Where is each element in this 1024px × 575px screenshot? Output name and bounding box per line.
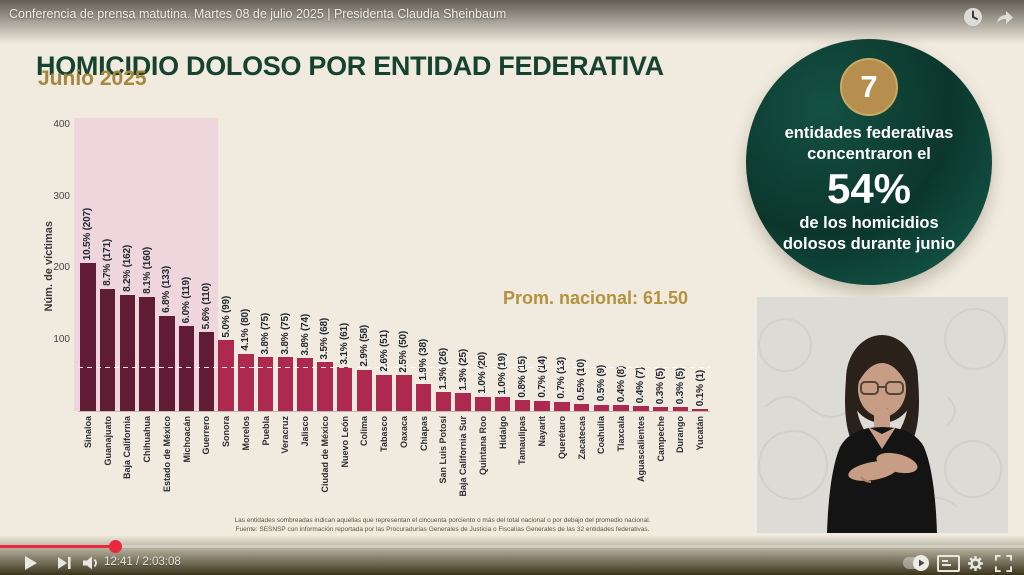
- settings-button[interactable]: [963, 551, 987, 575]
- bar: [613, 405, 629, 411]
- badge-text-line4: dolosos durante junio: [782, 235, 956, 253]
- bar: [198, 332, 215, 411]
- autoplay-toggle[interactable]: [901, 551, 931, 575]
- bar: [652, 407, 669, 411]
- time-display: 12:41 / 2:03:08: [104, 556, 181, 568]
- cc-icon: [936, 554, 960, 572]
- bar: [317, 362, 333, 411]
- interpreter-figure: [827, 335, 937, 533]
- subtitles-button[interactable]: [936, 551, 960, 575]
- bar: [554, 401, 570, 411]
- player-controls: 12:41 / 2:03:08: [0, 551, 1024, 575]
- bar: [139, 296, 155, 411]
- badge-text-line2: concentraron el: [807, 145, 931, 163]
- bar: [573, 403, 590, 411]
- bar: [218, 340, 234, 411]
- badge-text-line3: de los homicidios: [799, 214, 939, 232]
- badge-percentage: 54%: [826, 165, 912, 212]
- volume-icon[interactable]: [80, 551, 102, 575]
- progress-bar[interactable]: [0, 540, 1024, 553]
- play-button[interactable]: [20, 551, 42, 575]
- fullscreen-icon: [994, 554, 1012, 572]
- badge-text-line1: entidades federativas: [784, 124, 954, 142]
- y-axis-tick: 300: [53, 190, 70, 202]
- bar: [277, 357, 294, 411]
- progress-played: [0, 545, 115, 548]
- bar: [336, 367, 353, 411]
- x-axis-state-label: Baja California: [122, 416, 133, 480]
- bar: [178, 325, 195, 411]
- bar: [297, 358, 313, 411]
- player-top-gradient: [0, 0, 1024, 44]
- bar: [633, 405, 649, 411]
- player-bottom-gradient: [0, 535, 1024, 575]
- footnote-source: Fuente: SESNSP con información reportada…: [235, 525, 650, 533]
- footnotes: Las entidades sombreadas indican aquella…: [150, 517, 735, 534]
- fullscreen-button[interactable]: [991, 551, 1015, 575]
- bar: [593, 404, 610, 411]
- bar: [396, 375, 412, 411]
- x-axis-line: [78, 411, 710, 412]
- autoplay-pill: [903, 555, 929, 571]
- next-button[interactable]: [54, 551, 76, 575]
- bar: [257, 357, 274, 411]
- progress-scrubber[interactable]: [108, 540, 122, 553]
- bar: [376, 374, 392, 411]
- bar: [159, 315, 175, 411]
- x-axis-state-label: Sinaloa: [82, 416, 93, 449]
- y-axis-tick: 100: [53, 333, 70, 345]
- bar: [99, 288, 116, 411]
- national-average-label: Prom. nacional: 61.50: [502, 288, 689, 308]
- bar: [514, 400, 531, 411]
- glasses: [860, 381, 904, 395]
- badge-count: 7: [840, 58, 898, 116]
- watch-later-icon[interactable]: [962, 6, 984, 28]
- bar: [475, 396, 491, 411]
- national-average-line: [78, 367, 710, 369]
- slide-subtitle: Junio 2025: [38, 67, 147, 90]
- bar: [494, 397, 511, 411]
- bar: [80, 262, 96, 411]
- bar: [534, 400, 550, 411]
- summary-badge: 7 entidades federativas concentraron el …: [746, 39, 992, 285]
- video-title: Conferencia de prensa matutina. Martes 0…: [9, 7, 507, 21]
- bar-value-label: 0.1% (1): [694, 369, 706, 406]
- footnote-shaded-entities: Las entidades sombreadas indican aquella…: [234, 517, 651, 524]
- y-axis-tick: 200: [53, 262, 70, 273]
- y-axis-tick: 400: [53, 119, 70, 130]
- bar: [356, 369, 373, 411]
- damask-wallpaper: [758, 308, 1006, 508]
- bar: [415, 383, 432, 411]
- gear-icon: [967, 555, 983, 571]
- bar: [238, 353, 254, 411]
- bar-value-label: 0.3% (5): [674, 368, 686, 405]
- bar: [692, 409, 708, 411]
- x-axis-state-label: Guanajuato: [102, 416, 113, 466]
- share-icon[interactable]: [994, 6, 1016, 28]
- slide-title: HOMICIDIO DOLOSO POR ENTIDAD FEDERATIVA: [36, 51, 664, 82]
- bar: [455, 393, 471, 411]
- bar: [435, 392, 452, 411]
- sign-language-interpreter: [757, 297, 1008, 533]
- autoplay-knob: [913, 555, 929, 571]
- bar: [672, 407, 689, 411]
- bar: [119, 295, 136, 411]
